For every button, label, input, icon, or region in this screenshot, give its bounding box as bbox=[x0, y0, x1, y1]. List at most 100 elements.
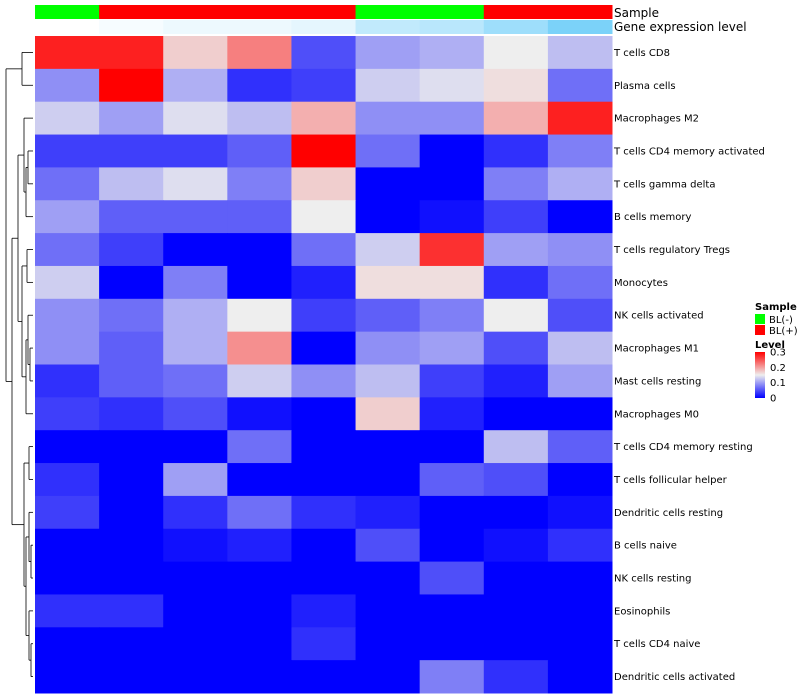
heatmap-cell bbox=[227, 331, 292, 365]
heatmap-cell bbox=[227, 660, 292, 694]
heatmap-cell bbox=[35, 36, 100, 70]
legend-tick-label: 0.1 bbox=[770, 378, 786, 389]
heatmap-cell bbox=[35, 167, 100, 201]
legend-sample-title: Sample bbox=[755, 302, 797, 313]
heatmap-cell bbox=[547, 167, 613, 201]
heatmap-cell bbox=[419, 528, 485, 563]
legend-swatch-bl-pos bbox=[755, 325, 765, 335]
heatmap-cell bbox=[227, 101, 292, 136]
heatmap-cell bbox=[291, 298, 357, 333]
gene-expression-annotation-cell bbox=[35, 20, 100, 34]
legend-label-bl-neg: BL(-) bbox=[769, 315, 793, 326]
heatmap-cell bbox=[35, 331, 100, 365]
heatmap-cell bbox=[227, 68, 292, 103]
heatmap-cell bbox=[483, 594, 549, 628]
heatmap-cell bbox=[291, 36, 357, 70]
heatmap-cell bbox=[291, 430, 357, 464]
row-label: T cells CD4 naive bbox=[613, 639, 700, 650]
heatmap-cell bbox=[99, 364, 164, 398]
heatmap-cell bbox=[163, 134, 228, 168]
row-label: T cells CD4 memory resting bbox=[613, 442, 753, 453]
gene-expression-annotation-cell bbox=[291, 20, 357, 34]
heatmap-cell bbox=[99, 627, 164, 661]
heatmap-cell bbox=[547, 594, 613, 628]
heatmap-cell bbox=[35, 134, 100, 168]
heatmap-cell bbox=[227, 430, 292, 464]
sample-annotation-cell bbox=[419, 5, 485, 19]
heatmap-cell bbox=[99, 495, 164, 530]
heatmap-cell bbox=[419, 463, 485, 497]
row-label: Dendritic cells activated bbox=[614, 672, 735, 683]
sample-annotation-cell bbox=[35, 5, 100, 19]
heatmap-cell bbox=[291, 594, 357, 628]
legend-swatch-bl-neg bbox=[755, 314, 765, 324]
heatmap-cell bbox=[419, 233, 485, 267]
heatmap-cell bbox=[419, 101, 485, 136]
row-label: T cells gamma delta bbox=[613, 179, 715, 190]
heatmap-cell bbox=[483, 463, 549, 497]
heatmap-cell bbox=[227, 265, 292, 300]
heatmap-cell bbox=[163, 101, 228, 136]
heatmap-cell bbox=[355, 528, 421, 563]
row-label: NK cells resting bbox=[614, 574, 691, 585]
heatmap-cell bbox=[163, 495, 228, 530]
heatmap-cell bbox=[483, 134, 549, 168]
heatmap-cell bbox=[483, 561, 549, 595]
heatmap-cell bbox=[99, 561, 164, 595]
heatmap-cell bbox=[227, 167, 292, 201]
annotation-tracks bbox=[35, 5, 613, 34]
heatmap-cell bbox=[483, 364, 549, 398]
row-label: Mast cells resting bbox=[614, 376, 701, 387]
heatmap-cell bbox=[547, 36, 613, 70]
heatmap-cell bbox=[355, 397, 421, 431]
heatmap-cell bbox=[163, 36, 228, 70]
heatmap-cell bbox=[419, 561, 485, 595]
heatmap-cell bbox=[547, 331, 613, 365]
heatmap-cell bbox=[419, 331, 485, 365]
heatmap-cell bbox=[355, 134, 421, 168]
heatmap-cell bbox=[547, 528, 613, 563]
heatmap-cell bbox=[35, 101, 100, 136]
heatmap-cell bbox=[547, 430, 613, 464]
heatmap-cell bbox=[99, 233, 164, 267]
heatmap-cell bbox=[547, 364, 613, 398]
heatmap-cell bbox=[163, 660, 228, 694]
heatmap-cell bbox=[163, 167, 228, 201]
heatmap-cell bbox=[419, 36, 485, 70]
heatmap-cell bbox=[419, 495, 485, 530]
row-label: Dendritic cells resting bbox=[614, 508, 723, 519]
row-label: T cells CD8 bbox=[613, 48, 670, 59]
heatmap-cell bbox=[227, 134, 292, 168]
row-label: NK cells activated bbox=[614, 311, 704, 322]
heatmap-cell bbox=[227, 627, 292, 661]
heatmap-cell bbox=[547, 561, 613, 595]
heatmap-cells bbox=[35, 36, 613, 694]
row-label: Macrophages M2 bbox=[614, 114, 699, 125]
heatmap-cell bbox=[35, 364, 100, 398]
heatmap-cell bbox=[355, 233, 421, 267]
heatmap-cell bbox=[35, 233, 100, 267]
sample-annotation-cell bbox=[547, 5, 613, 19]
heatmap-cell bbox=[547, 463, 613, 497]
legend-level-title: Level bbox=[755, 340, 785, 351]
heatmap-cell bbox=[35, 463, 100, 497]
heatmap-cell bbox=[419, 167, 485, 201]
heatmap-cell bbox=[483, 200, 549, 234]
heatmap-cell bbox=[547, 233, 613, 267]
heatmap-cell bbox=[547, 265, 613, 300]
heatmap-cell bbox=[419, 200, 485, 234]
sample-annotation-cell bbox=[291, 5, 357, 19]
heatmap-cell bbox=[419, 627, 485, 661]
heatmap-cell bbox=[163, 68, 228, 103]
heatmap-cell bbox=[163, 397, 228, 431]
heatmap-cell bbox=[227, 298, 292, 333]
legend-tick-label: 0.3 bbox=[770, 348, 786, 359]
heatmap-cell bbox=[419, 265, 485, 300]
heatmap-cell bbox=[99, 331, 164, 365]
heatmap-cell bbox=[99, 134, 164, 168]
heatmap-cell bbox=[483, 528, 549, 563]
heatmap-cell bbox=[227, 233, 292, 267]
heatmap-cell bbox=[355, 561, 421, 595]
legend-ticks: 0.3 0.2 0.1 0 bbox=[765, 348, 786, 405]
heatmap-cell bbox=[35, 594, 100, 628]
